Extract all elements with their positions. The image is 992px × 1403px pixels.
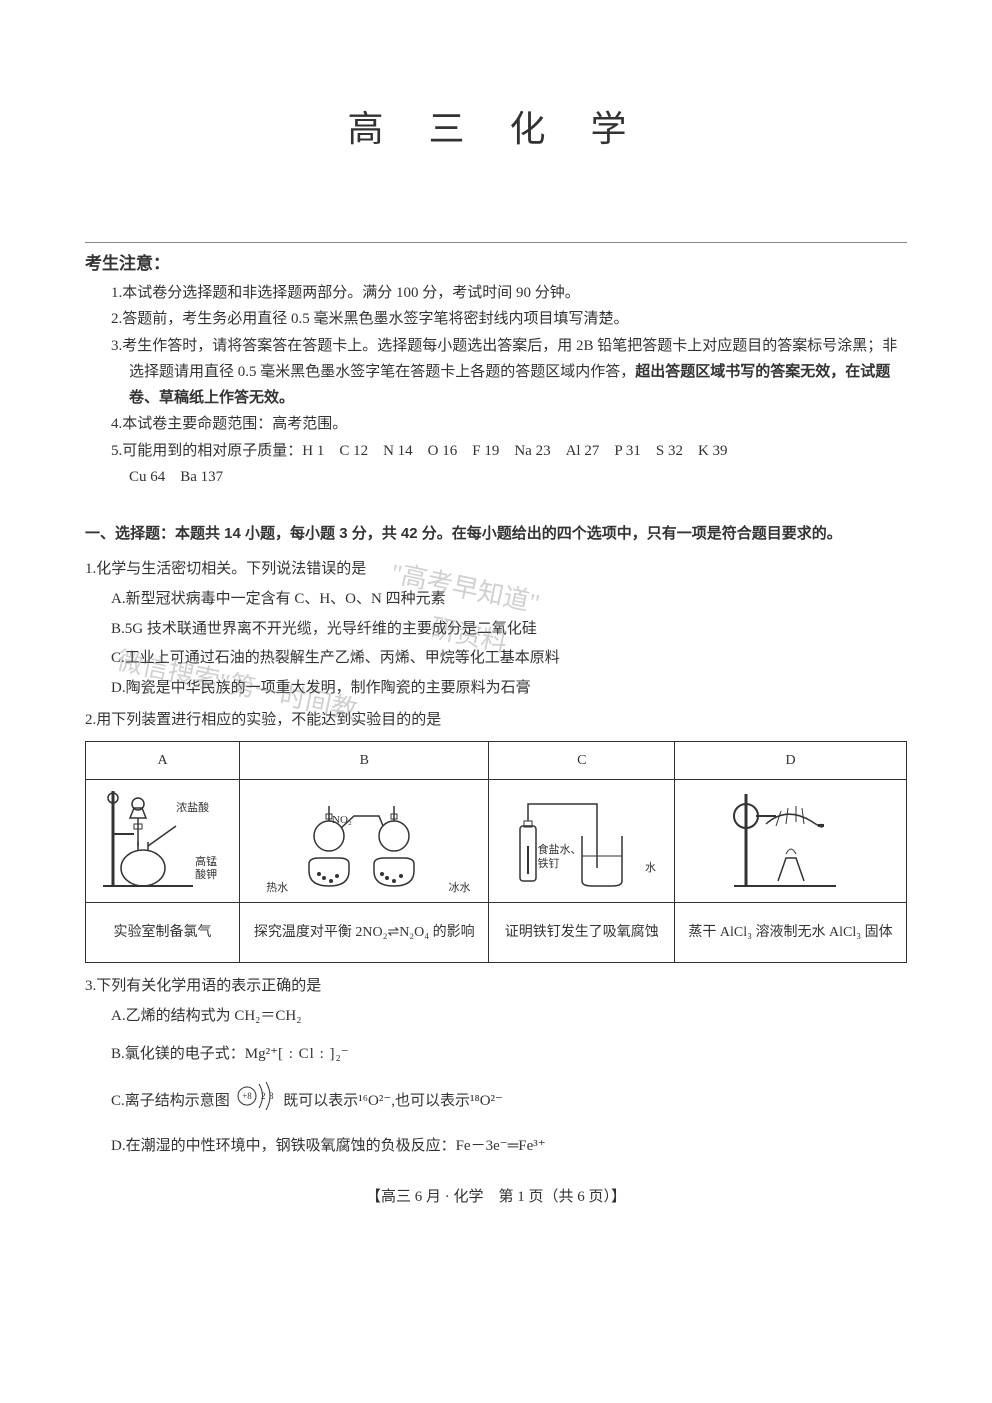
question-1: 1.化学与生活密切相关。下列说法错误的是 A.新型冠状病毒中一定含有 C、H、O… <box>85 556 907 703</box>
q1-option-B: B.5G 技术联通世界离不开光缆，光导纤维的主要成分是二氧化硅 <box>111 616 907 644</box>
q3-C-post: 既可以表示¹⁶O²⁻,也可以表示¹⁸O²⁻ <box>283 1092 503 1108</box>
section-1-intro-text: 一、选择题：本题共 14 小题，每小题 3 分，共 42 分。在每小题给出的四个… <box>85 525 842 542</box>
label-no2: NO₂ <box>332 810 352 830</box>
svg-text:2: 2 <box>261 1091 266 1101</box>
table-image-row: 浓盐酸 高锰 酸钾 NO₂ 热 <box>86 780 907 903</box>
notice-item-2: 2.答题前，考生务必用直径 0.5 毫米黑色墨水签字笔将密封线内项目填写清楚。 <box>111 306 907 332</box>
notice-item-4: 4.本试卷主要命题范围：高考范围。 <box>111 411 907 437</box>
page-footer: 【高三 6 月 · 化学 第 1 页（共 6 页）】 <box>85 1185 907 1206</box>
apparatus-cell-B: NO₂ 热水 冰水 <box>240 780 489 903</box>
q3-stem: 3.下列有关化学用语的表示正确的是 <box>85 973 907 1001</box>
table-header-row: A B C D <box>86 741 907 780</box>
label-salt-2: 铁钉 <box>537 854 559 874</box>
q1-option-C: C.工业上可通过石油的热裂解生产乙烯、丙烯、甲烷等化工基本原料 <box>111 645 907 673</box>
apparatus-B-svg <box>279 786 449 896</box>
q3-option-B: B.氯化镁的电子式：Mg²⁺[ : Cl : ]₂⁻ <box>111 1041 907 1069</box>
ion-charge-text: +8 <box>242 1091 252 1101</box>
header-B: B <box>240 741 489 780</box>
svg-text:8: 8 <box>269 1091 274 1101</box>
label-cold-water: 冰水 <box>448 878 470 898</box>
divider-top <box>85 242 907 243</box>
experiment-table: A B C D 浓盐酸 <box>85 741 907 964</box>
q3-C-pre: C.离子结构示意图 <box>111 1092 230 1108</box>
notice-item-1: 1.本试卷分选择题和非选择题两部分。满分 100 分，考试时间 90 分钟。 <box>111 280 907 306</box>
q3-option-C: C.离子结构示意图 +8 2 8 既可以表示¹⁶O²⁻,也可以表示¹⁸O²⁻ <box>111 1079 907 1124</box>
q1-option-A: A.新型冠状病毒中一定含有 C、H、O、N 四种元素 <box>111 586 907 614</box>
desc-B: 探究温度对平衡 2NO₂⇌N₂O₄ 的影响 <box>240 903 489 963</box>
notice-item-5: 5.可能用到的相对原子质量：H 1 C 12 N 14 O 16 F 19 Na… <box>111 438 907 464</box>
notice-item-3: 3.考生作答时，请将答案答在答题卡上。选择题每小题选出答案后，用 2B 铅笔把答… <box>111 333 907 412</box>
ion-structure-diagram: +8 2 8 <box>234 1079 280 1124</box>
label-water: 水 <box>645 858 656 878</box>
question-2: 2.用下列装置进行相应的实验，不能达到实验目的的是 A B C D <box>85 707 907 964</box>
notice-list: 1.本试卷分选择题和非选择题两部分。满分 100 分，考试时间 90 分钟。 2… <box>85 280 907 490</box>
label-hot-water: 热水 <box>266 878 288 898</box>
q3-B-bracket: [ : Cl : ] <box>278 1046 336 1062</box>
desc-A: 实验室制备氯气 <box>86 903 240 963</box>
question-3: 3.下列有关化学用语的表示正确的是 A.乙烯的结构式为 CH₂＝CH₂ B.氯化… <box>85 973 907 1161</box>
header-C: C <box>489 741 675 780</box>
q1-options: A.新型冠状病毒中一定含有 C、H、O、N 四种元素 B.5G 技术联通世界离不… <box>85 586 907 703</box>
header-A: A <box>86 741 240 780</box>
desc-C: 证明铁钉发生了吸氧腐蚀 <box>489 903 675 963</box>
apparatus-cell-A: 浓盐酸 高锰 酸钾 <box>86 780 240 903</box>
label-kmno4-2: 酸钾 <box>195 865 217 885</box>
section-1-intro: 一、选择题：本题共 14 小题，每小题 3 分，共 42 分。在每小题给出的四个… <box>85 520 907 548</box>
q3-option-D: D.在潮湿的中性环境中，钢铁吸氧腐蚀的负极反应：Fe－3e⁻═Fe³⁺ <box>111 1133 907 1161</box>
apparatus-C-svg <box>502 786 662 896</box>
notice-item-5-sub: Cu 64 Ba 137 <box>111 464 907 490</box>
q3-B-pre: B.氯化镁的电子式：Mg²⁺ <box>111 1046 278 1062</box>
notice-heading: 考生注意： <box>85 249 907 274</box>
q3-options: A.乙烯的结构式为 CH₂＝CH₂ B.氯化镁的电子式：Mg²⁺[ : Cl :… <box>85 1003 907 1161</box>
q3-option-A: A.乙烯的结构式为 CH₂＝CH₂ <box>111 1003 907 1031</box>
label-hcl: 浓盐酸 <box>176 798 209 818</box>
apparatus-cell-C: 食盐水、 铁钉 水 <box>489 780 675 903</box>
header-D: D <box>675 741 907 780</box>
q2-stem: 2.用下列装置进行相应的实验，不能达到实验目的的是 <box>85 707 907 735</box>
q3-B-post: ₂⁻ <box>336 1046 349 1062</box>
q1-option-D: D.陶瓷是中华民族的一项重大发明，制作陶瓷的主要原料为石膏 <box>111 675 907 703</box>
page-title: 高 三 化 学 <box>85 100 907 152</box>
table-desc-row: 实验室制备氯气 探究温度对平衡 2NO₂⇌N₂O₄ 的影响 证明铁钉发生了吸氧腐… <box>86 903 907 963</box>
q1-stem: 1.化学与生活密切相关。下列说法错误的是 <box>85 556 907 584</box>
apparatus-D-svg <box>726 786 856 896</box>
desc-D: 蒸干 AlCl₃ 溶液制无水 AlCl₃ 固体 <box>675 903 907 963</box>
apparatus-cell-D <box>675 780 907 903</box>
